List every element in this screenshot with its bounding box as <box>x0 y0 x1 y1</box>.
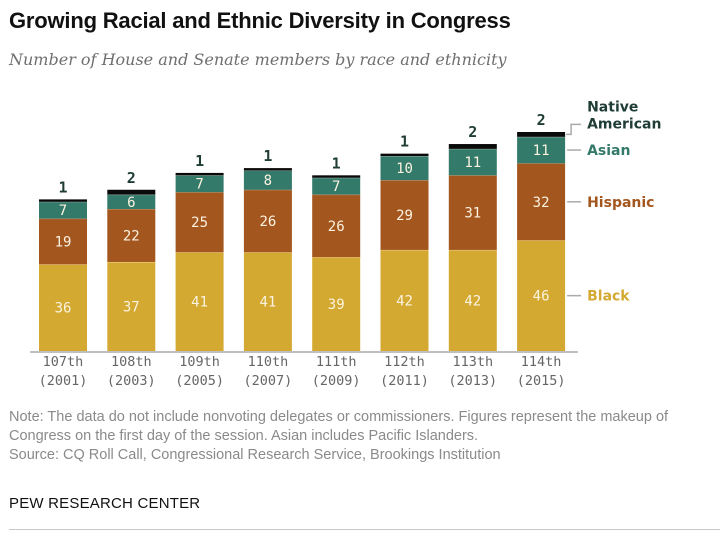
source-text: Source: CQ Roll Call, Congressional Rese… <box>9 447 501 463</box>
chart-title: Growing Racial and Ethnic Diversity in C… <box>9 8 511 33</box>
legend-leader-native-american <box>566 123 582 136</box>
data-label-black: 42 <box>396 293 413 309</box>
legend-label-native-american-line2: American <box>587 116 661 132</box>
x-tick-year: (2013) <box>448 373 497 389</box>
data-label-asian: 10 <box>396 161 413 177</box>
bar-asian <box>243 170 292 190</box>
data-label-asian: 7 <box>195 177 203 193</box>
bar-hispanic <box>448 175 497 250</box>
bar-asian <box>107 194 156 210</box>
data-label-native-american: 2 <box>537 111 546 129</box>
data-label-hispanic: 32 <box>533 195 550 211</box>
data-label-black: 37 <box>123 299 140 315</box>
bar-hispanic <box>243 189 292 253</box>
data-label-hispanic: 19 <box>55 235 72 251</box>
data-label-asian: 11 <box>533 143 550 159</box>
x-tick-year: (2009) <box>312 373 361 389</box>
bar-native-american <box>312 175 361 178</box>
footer-divider <box>9 529 720 530</box>
data-label-hispanic: 22 <box>123 228 140 244</box>
data-label-native-american: 2 <box>127 169 136 187</box>
data-label-native-american: 1 <box>58 178 67 196</box>
note-text: Note: The data do not include nonvoting … <box>9 409 669 444</box>
data-label-black: 39 <box>328 297 345 313</box>
legend-label-native-american-line1: Native <box>587 99 638 115</box>
x-tick-label: 113th <box>452 354 493 370</box>
bar-hispanic <box>312 194 361 258</box>
bar-native-american <box>517 132 566 137</box>
bar-black <box>380 249 429 351</box>
bar-asian <box>175 175 224 193</box>
x-tick-label: 111th <box>316 354 357 370</box>
bar-asian <box>39 201 87 219</box>
data-label-native-american: 1 <box>263 147 272 165</box>
x-tick-year: (2015) <box>517 373 566 389</box>
legend-label-black: Black <box>587 289 630 305</box>
x-tick-label: 109th <box>179 354 220 370</box>
bar-black <box>517 240 566 351</box>
data-label-native-american: 2 <box>468 123 477 141</box>
x-tick-label: 107th <box>43 354 84 370</box>
bar-black <box>243 252 292 351</box>
data-label-asian: 7 <box>332 179 340 195</box>
bar-hispanic <box>39 218 87 265</box>
legend-label-hispanic: Hispanic <box>587 195 654 211</box>
bar-native-american <box>39 199 87 202</box>
bar-native-american <box>380 153 429 157</box>
stacked-bar-chart: 361971107th(2001)372262108th(2003)412571… <box>30 99 661 389</box>
legend-label-asian: Asian <box>587 143 630 159</box>
data-label-asian: 8 <box>264 173 272 189</box>
data-label-black: 36 <box>55 301 72 317</box>
x-tick-year: (2001) <box>39 373 88 389</box>
bar-hispanic <box>517 163 566 241</box>
data-label-hispanic: 26 <box>328 219 345 235</box>
x-tick-year: (2007) <box>244 373 293 389</box>
bar-black <box>448 249 497 351</box>
x-tick-year: (2005) <box>175 373 224 389</box>
bar-black <box>107 261 156 351</box>
bar-hispanic <box>175 192 224 253</box>
bar-native-american <box>448 144 497 149</box>
bar-black <box>175 252 224 351</box>
data-label-black: 41 <box>259 295 276 311</box>
bar-asian <box>517 136 566 164</box>
x-tick-label: 110th <box>248 354 289 370</box>
bar-native-american <box>107 189 156 195</box>
data-label-asian: 7 <box>59 203 67 219</box>
x-tick-label: 112th <box>384 354 425 370</box>
data-label-native-american: 1 <box>332 154 341 172</box>
x-tick-label: 108th <box>111 354 152 370</box>
brand-logo-text: PEW RESEARCH CENTER <box>9 495 201 512</box>
x-tick-year: (2011) <box>380 373 429 389</box>
data-label-black: 46 <box>533 289 550 305</box>
bar-asian <box>380 156 429 181</box>
bar-asian <box>448 148 497 176</box>
data-label-hispanic: 29 <box>396 208 413 224</box>
chart-note: Note: The data do not include nonvoting … <box>9 408 709 465</box>
bar-native-american <box>175 172 224 176</box>
data-label-native-american: 1 <box>195 152 204 170</box>
bar-native-american <box>243 168 292 171</box>
bar-black <box>39 264 87 351</box>
bar-black <box>312 257 361 351</box>
data-label-hispanic: 25 <box>191 215 208 231</box>
bar-asian <box>312 177 361 195</box>
bar-hispanic <box>380 180 429 250</box>
data-label-asian: 6 <box>127 195 135 211</box>
data-label-black: 42 <box>464 293 481 309</box>
data-label-native-american: 1 <box>400 133 409 151</box>
bar-hispanic <box>107 209 156 262</box>
x-tick-year: (2003) <box>107 373 156 389</box>
chart-subtitle: Number of House and Senate members by ra… <box>9 50 507 69</box>
x-tick-label: 114th <box>521 354 562 370</box>
data-label-asian: 11 <box>464 155 481 171</box>
data-label-black: 41 <box>191 295 208 311</box>
data-label-hispanic: 26 <box>259 214 276 230</box>
data-label-hispanic: 31 <box>464 206 481 222</box>
